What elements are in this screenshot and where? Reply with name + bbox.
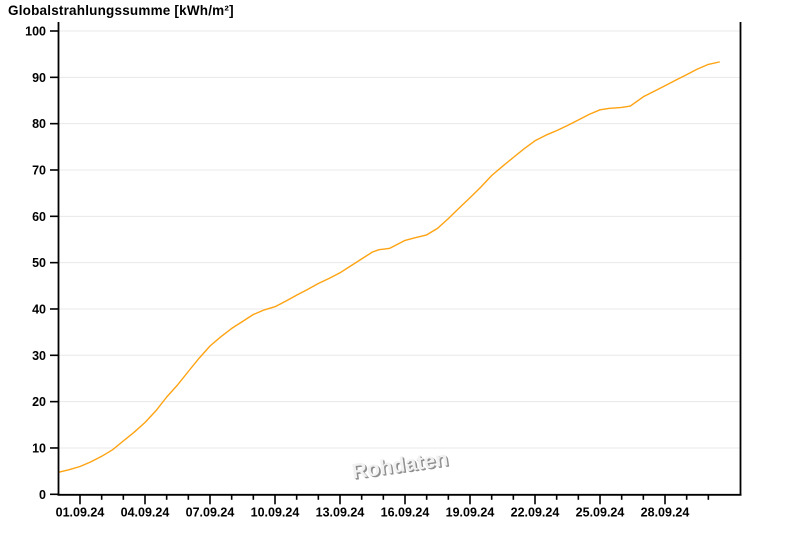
x-tick-label-16.09.24: 16.09.24 (381, 505, 430, 519)
y-tick-label-70: 70 (32, 163, 46, 177)
x-tick-label-04.09.24: 04.09.24 (121, 505, 170, 519)
chart-title: Globalstrahlungssumme [kWh/m²] (8, 3, 234, 18)
x-tick-label-25.09.24: 25.09.24 (576, 505, 625, 519)
y-tick-label-30: 30 (32, 349, 46, 363)
y-tick-label-50: 50 (32, 256, 46, 270)
y-tick-label-90: 90 (32, 71, 46, 85)
y-tick-label-100: 100 (25, 25, 46, 39)
x-tick-label-19.09.24: 19.09.24 (446, 505, 495, 519)
y-tick-label-20: 20 (32, 395, 46, 409)
y-tick-label-0: 0 (39, 488, 46, 502)
y-tick-label-40: 40 (32, 302, 46, 316)
x-tick-label-28.09.24: 28.09.24 (641, 505, 690, 519)
x-tick-label-01.09.24: 01.09.24 (56, 505, 105, 519)
x-tick-label-22.09.24: 22.09.24 (511, 505, 560, 519)
y-tick-label-10: 10 (32, 441, 46, 455)
data-line-globalstrahlung (58, 61, 720, 473)
y-tick-label-80: 80 (32, 117, 46, 131)
x-tick-label-07.09.24: 07.09.24 (186, 505, 235, 519)
y-tick-label-60: 60 (32, 210, 46, 224)
x-tick-label-10.09.24: 10.09.24 (251, 505, 300, 519)
x-tick-label-13.09.24: 13.09.24 (316, 505, 365, 519)
